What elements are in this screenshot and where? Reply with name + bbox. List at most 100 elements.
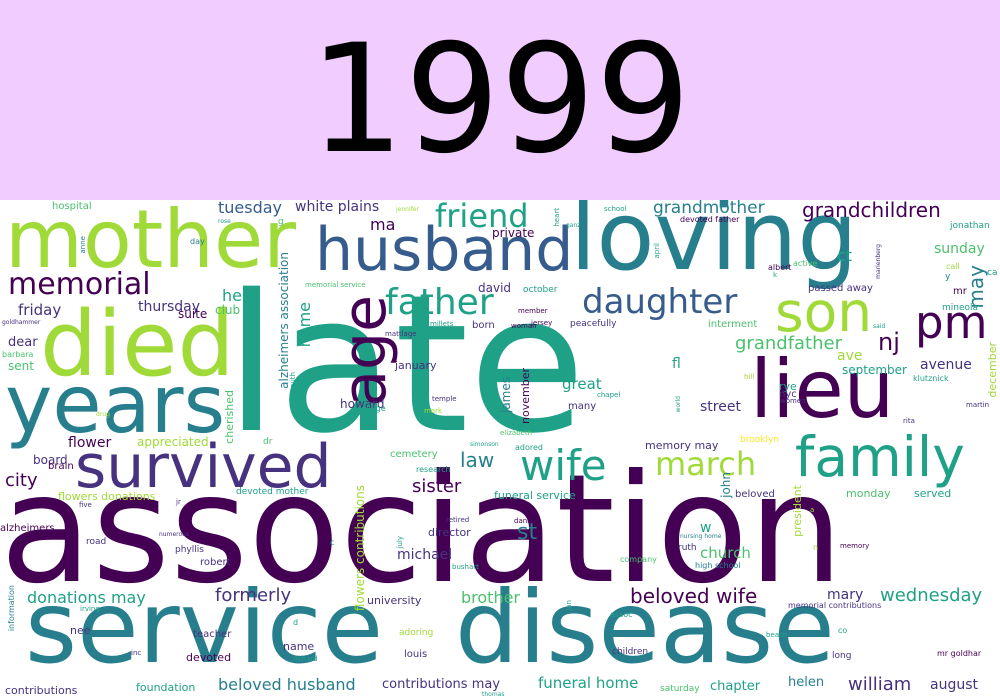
cloud-word-pm: pm	[915, 296, 988, 349]
cloud-word-family: family	[795, 425, 965, 489]
cloud-word-mark: mark	[424, 407, 443, 415]
cloud-word-rose: rose	[218, 218, 231, 225]
cloud-word-service: service	[25, 569, 384, 686]
cloud-word-alzheimers-association: alzheimers association	[277, 252, 291, 389]
cloud-word-elizabeth: elizabeth	[500, 429, 533, 437]
cloud-word-c: c	[330, 538, 335, 547]
cloud-word-born: born	[472, 320, 495, 331]
cloud-word-st: st	[517, 520, 538, 545]
cloud-word-devoted: devoted	[186, 651, 232, 664]
cloud-word-grandmother: grandmother	[653, 200, 765, 218]
cloud-word-d: d	[293, 618, 299, 627]
cloud-word-march: march	[655, 445, 757, 483]
cloud-word-city: city	[5, 470, 38, 491]
cloud-word-passed-away: passed away	[808, 283, 873, 294]
cloud-word-loving: loving	[570, 200, 858, 292]
cloud-word-cemetery: cemetery	[390, 449, 438, 460]
cloud-word-david: david	[478, 281, 512, 295]
cloud-word-j: j	[536, 549, 540, 562]
cloud-word-tuesday: tuesday	[218, 200, 283, 217]
cloud-word-millets: millets	[430, 320, 454, 328]
cloud-word-jennifer: jennifer	[396, 206, 419, 213]
cloud-word-board: board	[33, 453, 68, 467]
cloud-word-long: long	[832, 651, 852, 661]
cloud-word-dear: dear	[8, 335, 38, 350]
cloud-word-home: home	[295, 302, 314, 348]
cloud-word-numerous: numerous	[159, 531, 190, 538]
cloud-word-donations-may: donations may	[27, 588, 146, 607]
cloud-word-devoted-father: devoted father	[680, 215, 740, 224]
cloud-word-ganz: ganz	[566, 222, 581, 229]
cloud-word-director: director	[428, 526, 471, 539]
cloud-word-club: club	[215, 303, 241, 317]
cloud-word-many: many	[568, 401, 597, 412]
cloud-word-memory-may: memory may	[645, 439, 719, 452]
cloud-word-wednesday: wednesday	[880, 585, 983, 606]
cloud-word-july: july	[396, 536, 404, 549]
cloud-word-december: december	[986, 342, 999, 398]
cloud-word-k: k	[773, 271, 778, 279]
cloud-word-beach: beach	[766, 631, 788, 639]
cloud-word-husband: husband	[315, 215, 574, 285]
cloud-word-university: university	[367, 594, 422, 607]
cloud-word-late: late	[225, 254, 586, 475]
cloud-word-mineola: mineola	[942, 303, 979, 313]
cloud-word-drug: drug	[96, 411, 110, 418]
cloud-word-memorial: memorial	[8, 267, 151, 302]
cloud-word-private: private	[492, 226, 535, 240]
cloud-word-n: n	[813, 543, 819, 552]
cloud-word-grandfather: grandfather	[735, 333, 842, 354]
cloud-word-church: church	[700, 544, 751, 562]
cloud-word-inc: inc	[131, 649, 142, 657]
cloud-word-lieu: lieu	[750, 343, 895, 436]
cloud-word-held: held	[222, 286, 257, 305]
cloud-word-jersey: jersey	[531, 319, 553, 327]
cloud-word-sunday: sunday	[934, 241, 985, 257]
cloud-word-nursing-home: nursing home	[680, 533, 722, 540]
cloud-word-louis: louis	[404, 649, 428, 660]
cloud-word-brain: brain	[48, 461, 74, 472]
cloud-word-woman: woman	[511, 322, 537, 330]
cloud-word-august: august	[930, 677, 978, 693]
cloud-word-memorial-contributions: memorial contributions	[788, 601, 882, 610]
cloud-word-klutznick: klutznick	[913, 374, 949, 383]
cloud-word-formerly: formerly	[215, 585, 292, 606]
cloud-word-friday: friday	[18, 301, 62, 319]
cloud-word-appreciated: appreciated	[137, 435, 209, 449]
cloud-word-september: september	[842, 363, 907, 377]
cloud-word-association: association	[0, 443, 844, 617]
cloud-word-phyllis: phyllis	[175, 545, 204, 555]
cloud-word-barbara: barbara	[2, 350, 34, 359]
cloud-word-thursday: thursday	[138, 299, 201, 315]
cloud-word-jan: jan	[565, 600, 573, 611]
cloud-word-suite: suite	[178, 307, 208, 321]
cloud-word-died: died	[40, 292, 235, 397]
cloud-word-great: great	[562, 375, 602, 393]
cloud-word-daughter: daughter	[582, 282, 738, 322]
cloud-word-sister: sister	[412, 476, 462, 497]
cloud-word-simonson: simonson	[470, 441, 499, 448]
cloud-word-ct: ct	[837, 246, 853, 265]
cloud-word-president: president	[791, 485, 804, 537]
cloud-word-retired: retired	[446, 516, 470, 524]
cloud-word-disease: disease	[455, 569, 835, 686]
cloud-word-mother: mother	[5, 200, 297, 286]
cloud-word-a: a	[810, 506, 815, 514]
cloud-word-ma: ma	[370, 215, 396, 234]
cloud-word-heart: heart	[553, 208, 561, 227]
cloud-word-john: john	[719, 472, 733, 498]
cloud-word-jr: jr	[176, 498, 181, 506]
cloud-word-rye: rye	[779, 380, 797, 393]
cloud-word-helen: helen	[788, 675, 825, 690]
cloud-word-call: call	[946, 262, 960, 271]
header-banner	[0, 0, 1000, 200]
cloud-word-w: w	[700, 520, 712, 536]
cloud-word-peacefully: peacefully	[570, 319, 617, 329]
cloud-word-mary: mary	[827, 587, 864, 603]
cloud-word-world: world	[675, 396, 682, 413]
cloud-word-jonathan: jonathan	[950, 221, 990, 231]
cloud-word-memory: memory	[840, 542, 870, 550]
cloud-word-south: south	[289, 372, 297, 392]
cloud-word-cherished: cherished	[223, 390, 236, 444]
cloud-word-name: name	[283, 640, 315, 653]
